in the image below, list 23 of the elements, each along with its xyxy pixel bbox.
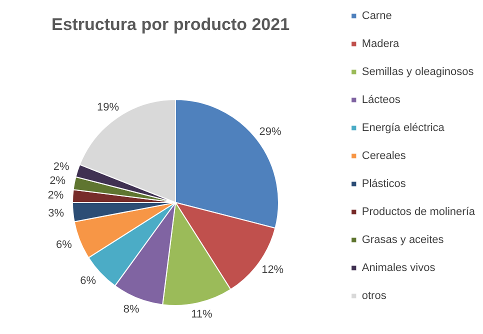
data-label: 19% <box>97 101 120 114</box>
legend-label: otros <box>362 288 386 303</box>
data-label: 8% <box>123 303 140 316</box>
legend-label: Lácteos <box>362 92 400 107</box>
legend-label: Productos de molinería <box>362 204 475 219</box>
data-label: 2% <box>50 174 66 187</box>
legend-label: Madera <box>362 36 400 51</box>
data-label: 29% <box>259 126 282 138</box>
data-label: 2% <box>53 160 70 173</box>
data-label: 11% <box>191 308 212 321</box>
legend-label: Semillas y oleaginosos <box>362 64 474 79</box>
legend-label: Carne <box>362 8 392 23</box>
legend-label: Plásticos <box>362 176 406 191</box>
data-label: 3% <box>48 207 64 220</box>
chart-title: Estructura por producto 2021 <box>51 15 290 34</box>
data-label: 2% <box>48 189 64 202</box>
legend-label: Animales vivos <box>362 260 436 275</box>
data-label: 6% <box>56 238 72 251</box>
legend-label: Grasas y aceites <box>362 232 444 247</box>
data-label: 12% <box>262 264 284 276</box>
legend-label: Cereales <box>362 148 406 163</box>
legend-label: Energía eléctrica <box>362 120 444 135</box>
data-label: 6% <box>80 275 96 288</box>
